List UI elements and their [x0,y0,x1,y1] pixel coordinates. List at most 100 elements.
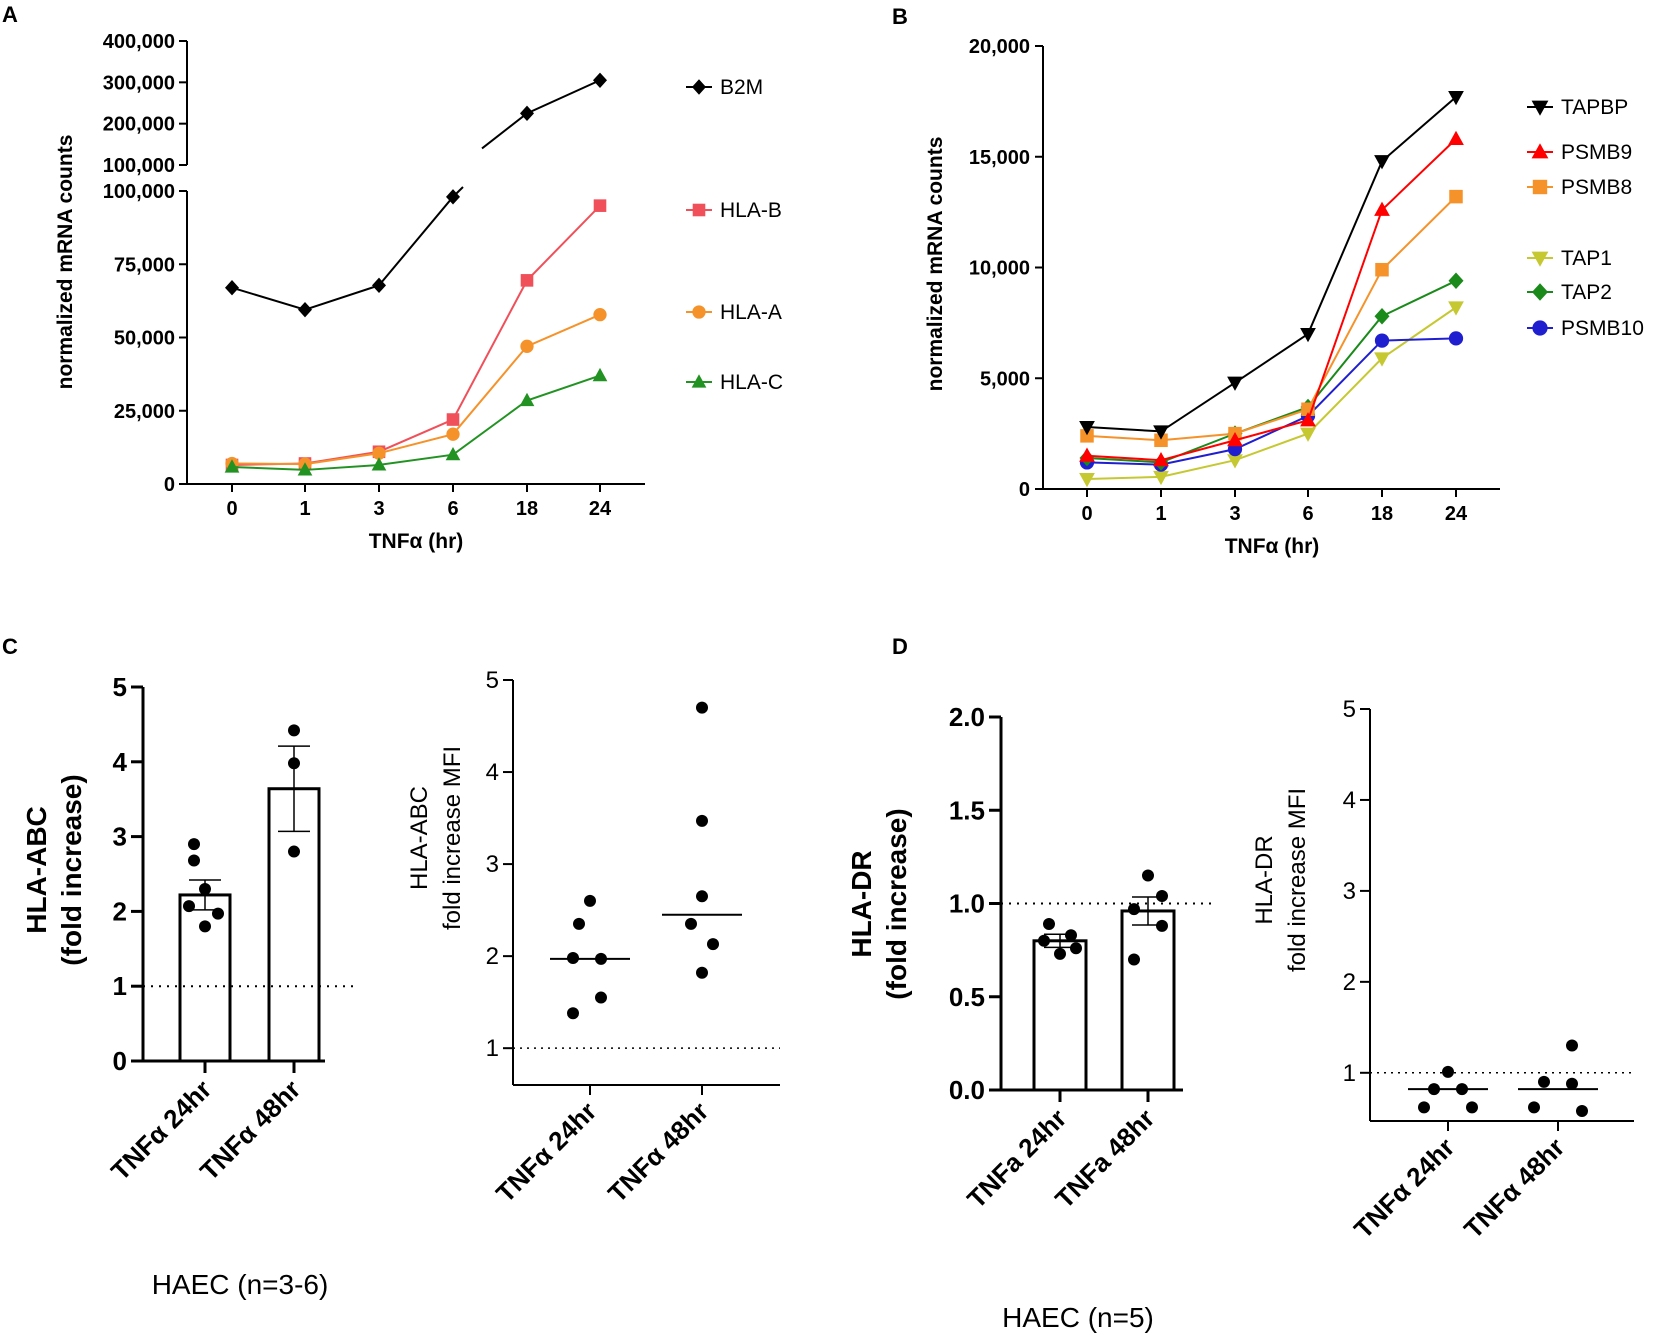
y-tick-label: 200,000 [103,114,175,136]
y-tick-label: 1.0 [949,889,985,919]
x-tick-label: 18 [516,498,538,520]
y-axis-title: HLA-ABC [406,786,433,890]
data-point [1449,189,1463,204]
series-line [231,374,601,471]
y-axis-title: normalized mRNA counts [924,137,947,392]
series-line [231,313,601,466]
data-point [584,894,596,907]
legend-label: HLA-A [720,301,782,324]
data-point [183,900,195,913]
data-point [1227,454,1243,469]
data-point [1142,869,1154,882]
legend-marker [1531,100,1549,116]
y-tick-label: 0.5 [949,982,985,1012]
data-point [1374,155,1390,170]
x-tick-label: 6 [1302,503,1313,525]
panel-label-c: C [2,634,18,659]
y-tick-label: 2 [486,943,499,970]
x-tick-label: TNFα 48hr [1458,1132,1570,1244]
legend-label: PSMB8 [1561,176,1632,199]
data-point [288,757,300,770]
x-tick-label: TNFα 24hr [490,1096,602,1208]
data-point [1079,447,1095,462]
data-point [520,105,534,122]
data-point [1448,130,1464,146]
data-point [1128,953,1140,966]
data-point [593,199,607,212]
data-point [1566,1077,1578,1090]
series-line [1086,195,1457,442]
y-tick-label: 20,000 [969,36,1030,58]
series-line [1086,96,1457,433]
y-tick-label: 25,000 [114,401,175,423]
y-tick-label: 2 [1343,969,1356,996]
series-line [231,204,601,466]
data-point [1448,272,1464,290]
data-point [592,367,608,382]
legend-label: TAPBP [1561,96,1628,119]
data-point [1153,425,1169,440]
data-point [288,845,300,858]
data-point [1300,427,1316,442]
series-line-b2m-upper [481,79,601,150]
data-point [445,447,461,461]
data-point [1300,327,1316,343]
data-point [1418,1101,1430,1114]
y-axis-title: HLA-ABC [21,806,52,934]
data-point [199,920,211,933]
y-tick-label: 5 [1343,696,1356,723]
legend-marker [692,203,706,217]
data-point [1374,201,1390,216]
legend-label: PSMB10 [1561,317,1644,340]
data-point [297,462,313,476]
y-tick-label: 5 [486,667,499,694]
x-tick-label: TNFα 24hr [1348,1132,1460,1244]
y-tick-label: 5,000 [980,368,1030,390]
data-point [1038,934,1050,947]
y-tick-label: 1 [486,1035,499,1062]
legend-label: TAP1 [1561,247,1612,270]
data-point [446,427,460,441]
data-point [288,724,300,737]
legend-marker [1531,143,1549,159]
series-line [1086,306,1457,481]
legend-label: B2M [720,76,763,99]
data-point [520,339,534,353]
data-point [446,413,460,426]
y-tick-label: 0.0 [949,1075,985,1105]
data-point [1153,451,1169,467]
y-tick-label: 5 [113,672,127,702]
x-tick-label: 3 [373,498,384,520]
y-tick-label: 4 [486,759,499,786]
data-point [298,301,312,318]
data-point [371,457,387,471]
x-tick-label: TNFα 48hr [602,1096,714,1208]
y-tick-label: 10,000 [969,258,1030,280]
y-axis-title: HLA-DR [846,850,877,957]
caption-haec-c: HAEC (n=3-6) [152,1269,329,1300]
x-tick-label: 18 [1371,503,1393,525]
data-point [1528,1101,1540,1114]
data-point [1227,432,1243,447]
y-tick-label: 3 [486,851,499,878]
bar [1120,909,1176,1092]
data-point [1043,918,1055,931]
data-point [1538,1075,1550,1088]
y-tick-label: 0 [1019,479,1030,501]
y-axis-title: HLA-DR [1251,835,1278,924]
data-point [1156,919,1168,932]
data-point [573,917,585,930]
data-point [595,952,607,965]
y-axis-title: (fold increase) [56,774,87,965]
y-tick-label: 400,000 [103,31,175,53]
data-point [1375,262,1389,277]
data-point [1079,420,1095,436]
legend-marker [1532,179,1548,195]
data-point [567,1007,579,1020]
data-point [1448,301,1464,316]
data-point [372,277,386,294]
x-axis-title: TNFα (hr) [1225,535,1320,558]
data-point [567,951,579,964]
y-axis-title: normalized mRNA counts [54,135,77,390]
